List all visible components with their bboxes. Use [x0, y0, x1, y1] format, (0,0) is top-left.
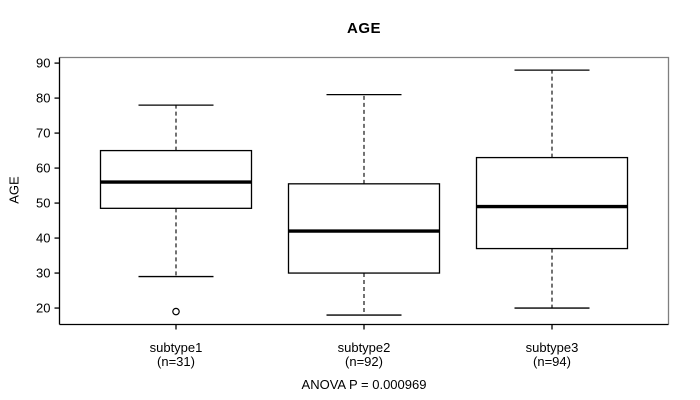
y-tick-label: 40 — [36, 231, 50, 246]
y-tick-label: 20 — [36, 301, 50, 316]
plot-frame — [59, 56, 670, 325]
box — [475, 156, 629, 250]
y-tick-label: 50 — [36, 196, 50, 211]
category-count-label: (n=94) — [533, 354, 571, 369]
y-tick-label: 60 — [36, 161, 50, 176]
y-tick-label: 90 — [36, 56, 50, 71]
chart-title: AGE — [346, 20, 381, 37]
y-tick-label: 80 — [36, 91, 50, 106]
category-label: subtype3 — [526, 340, 579, 355]
category-count-label: (n=92) — [345, 354, 383, 369]
category-count-label: (n=31) — [157, 354, 195, 369]
box — [287, 183, 441, 274]
category-label: subtype2 — [338, 340, 391, 355]
y-tick-label: 70 — [36, 126, 50, 141]
box — [99, 149, 253, 209]
anova-annotation: ANOVA P = 0.000969 — [301, 377, 427, 392]
category-label: subtype1 — [150, 340, 203, 355]
y-tick-label: 30 — [36, 266, 50, 281]
outlier-point — [172, 307, 180, 316]
